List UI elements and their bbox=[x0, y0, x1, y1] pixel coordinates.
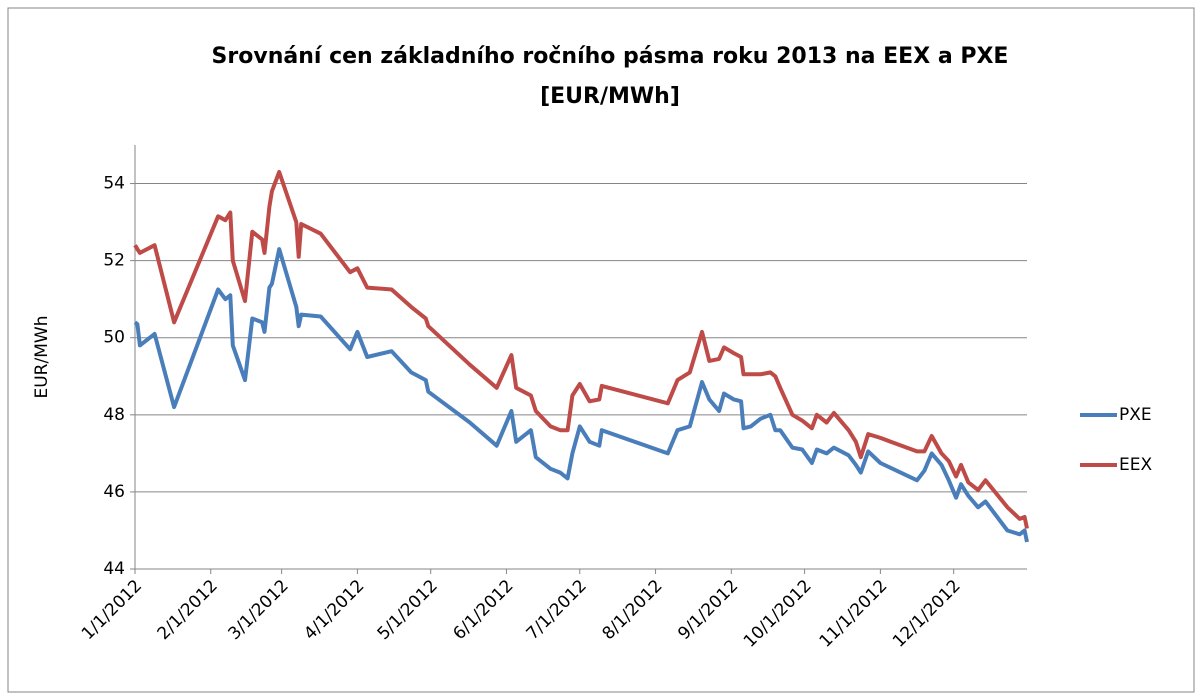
series-line bbox=[133, 170, 1029, 529]
legend-label: EEX bbox=[1119, 455, 1152, 475]
chart-title: Srovnání cen základního ročního pásma ro… bbox=[212, 44, 1009, 69]
series-line bbox=[133, 247, 1029, 543]
y-tick-label: 50 bbox=[103, 328, 125, 348]
y-tick-label: 44 bbox=[103, 559, 125, 579]
y-tick-label: 52 bbox=[103, 251, 125, 271]
y-tick-label: 54 bbox=[103, 174, 125, 194]
y-tick-label: 46 bbox=[103, 482, 125, 502]
legend-label: PXE bbox=[1119, 405, 1152, 425]
chart-title: [EUR/MWh] bbox=[540, 84, 680, 109]
y-tick-label: 48 bbox=[103, 405, 125, 425]
y-axis-label: EUR/MWh bbox=[32, 316, 52, 399]
chart-border bbox=[7, 7, 1195, 693]
